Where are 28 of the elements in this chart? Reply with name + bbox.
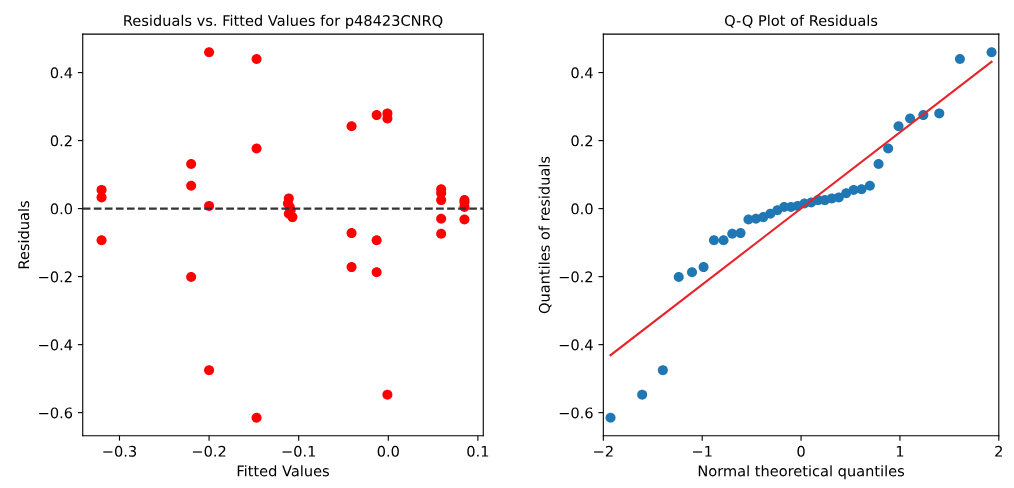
x-tick-label: 0 bbox=[797, 445, 805, 457]
x-axis-title: Normal theoretical quantiles bbox=[698, 465, 905, 480]
x-tick-label: −0.1 bbox=[282, 445, 316, 457]
chart-title: Q-Q Plot of Residuals bbox=[724, 14, 878, 28]
x-tick-label: −2 bbox=[594, 445, 613, 457]
x-tick-label: −0.3 bbox=[103, 445, 137, 457]
y-tick-label: 0.2 bbox=[571, 135, 593, 147]
y-tick-label: −0.6 bbox=[39, 407, 73, 419]
x-tick-label: 2 bbox=[995, 445, 1002, 457]
y-tick-label: −0.4 bbox=[39, 339, 73, 351]
y-tick-label: 0.4 bbox=[571, 67, 593, 79]
x-tick-label: −1 bbox=[692, 445, 712, 457]
y-tick-label: −0.2 bbox=[39, 271, 72, 283]
y-tick-label: 0.0 bbox=[50, 203, 73, 215]
y-axis-title: Quantiles of residuals bbox=[538, 156, 552, 314]
y-tick-label: −0.2 bbox=[559, 271, 593, 283]
y-axis-title: Residuals bbox=[17, 201, 30, 269]
x-tick-label: 0.0 bbox=[377, 445, 399, 457]
y-tick-label: −0.6 bbox=[559, 407, 593, 419]
y-tick-label: 0.2 bbox=[50, 135, 72, 147]
y-tick-label: 0.0 bbox=[571, 203, 593, 215]
x-tick-label: −0.2 bbox=[192, 445, 226, 457]
x-axis-title: Fitted Values bbox=[237, 465, 329, 477]
y-tick-label: 0.4 bbox=[50, 67, 73, 79]
x-tick-label: 1 bbox=[896, 445, 904, 457]
chart-title: Residuals vs. Fitted Values for p48423CNRQ bbox=[124, 14, 443, 29]
x-tick-label: 0.1 bbox=[467, 445, 489, 457]
y-tick-label: −0.4 bbox=[559, 339, 593, 351]
